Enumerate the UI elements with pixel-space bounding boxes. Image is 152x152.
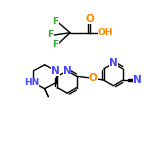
Text: N: N	[52, 66, 60, 76]
Text: F: F	[47, 30, 53, 40]
Text: F: F	[52, 40, 59, 49]
Text: N: N	[133, 75, 142, 85]
Text: N: N	[109, 58, 118, 68]
Text: N: N	[63, 66, 71, 76]
Text: F: F	[52, 17, 59, 26]
Text: HN: HN	[24, 78, 39, 87]
Text: OH: OH	[98, 28, 113, 37]
Text: O: O	[89, 73, 98, 83]
Text: O: O	[85, 14, 94, 24]
